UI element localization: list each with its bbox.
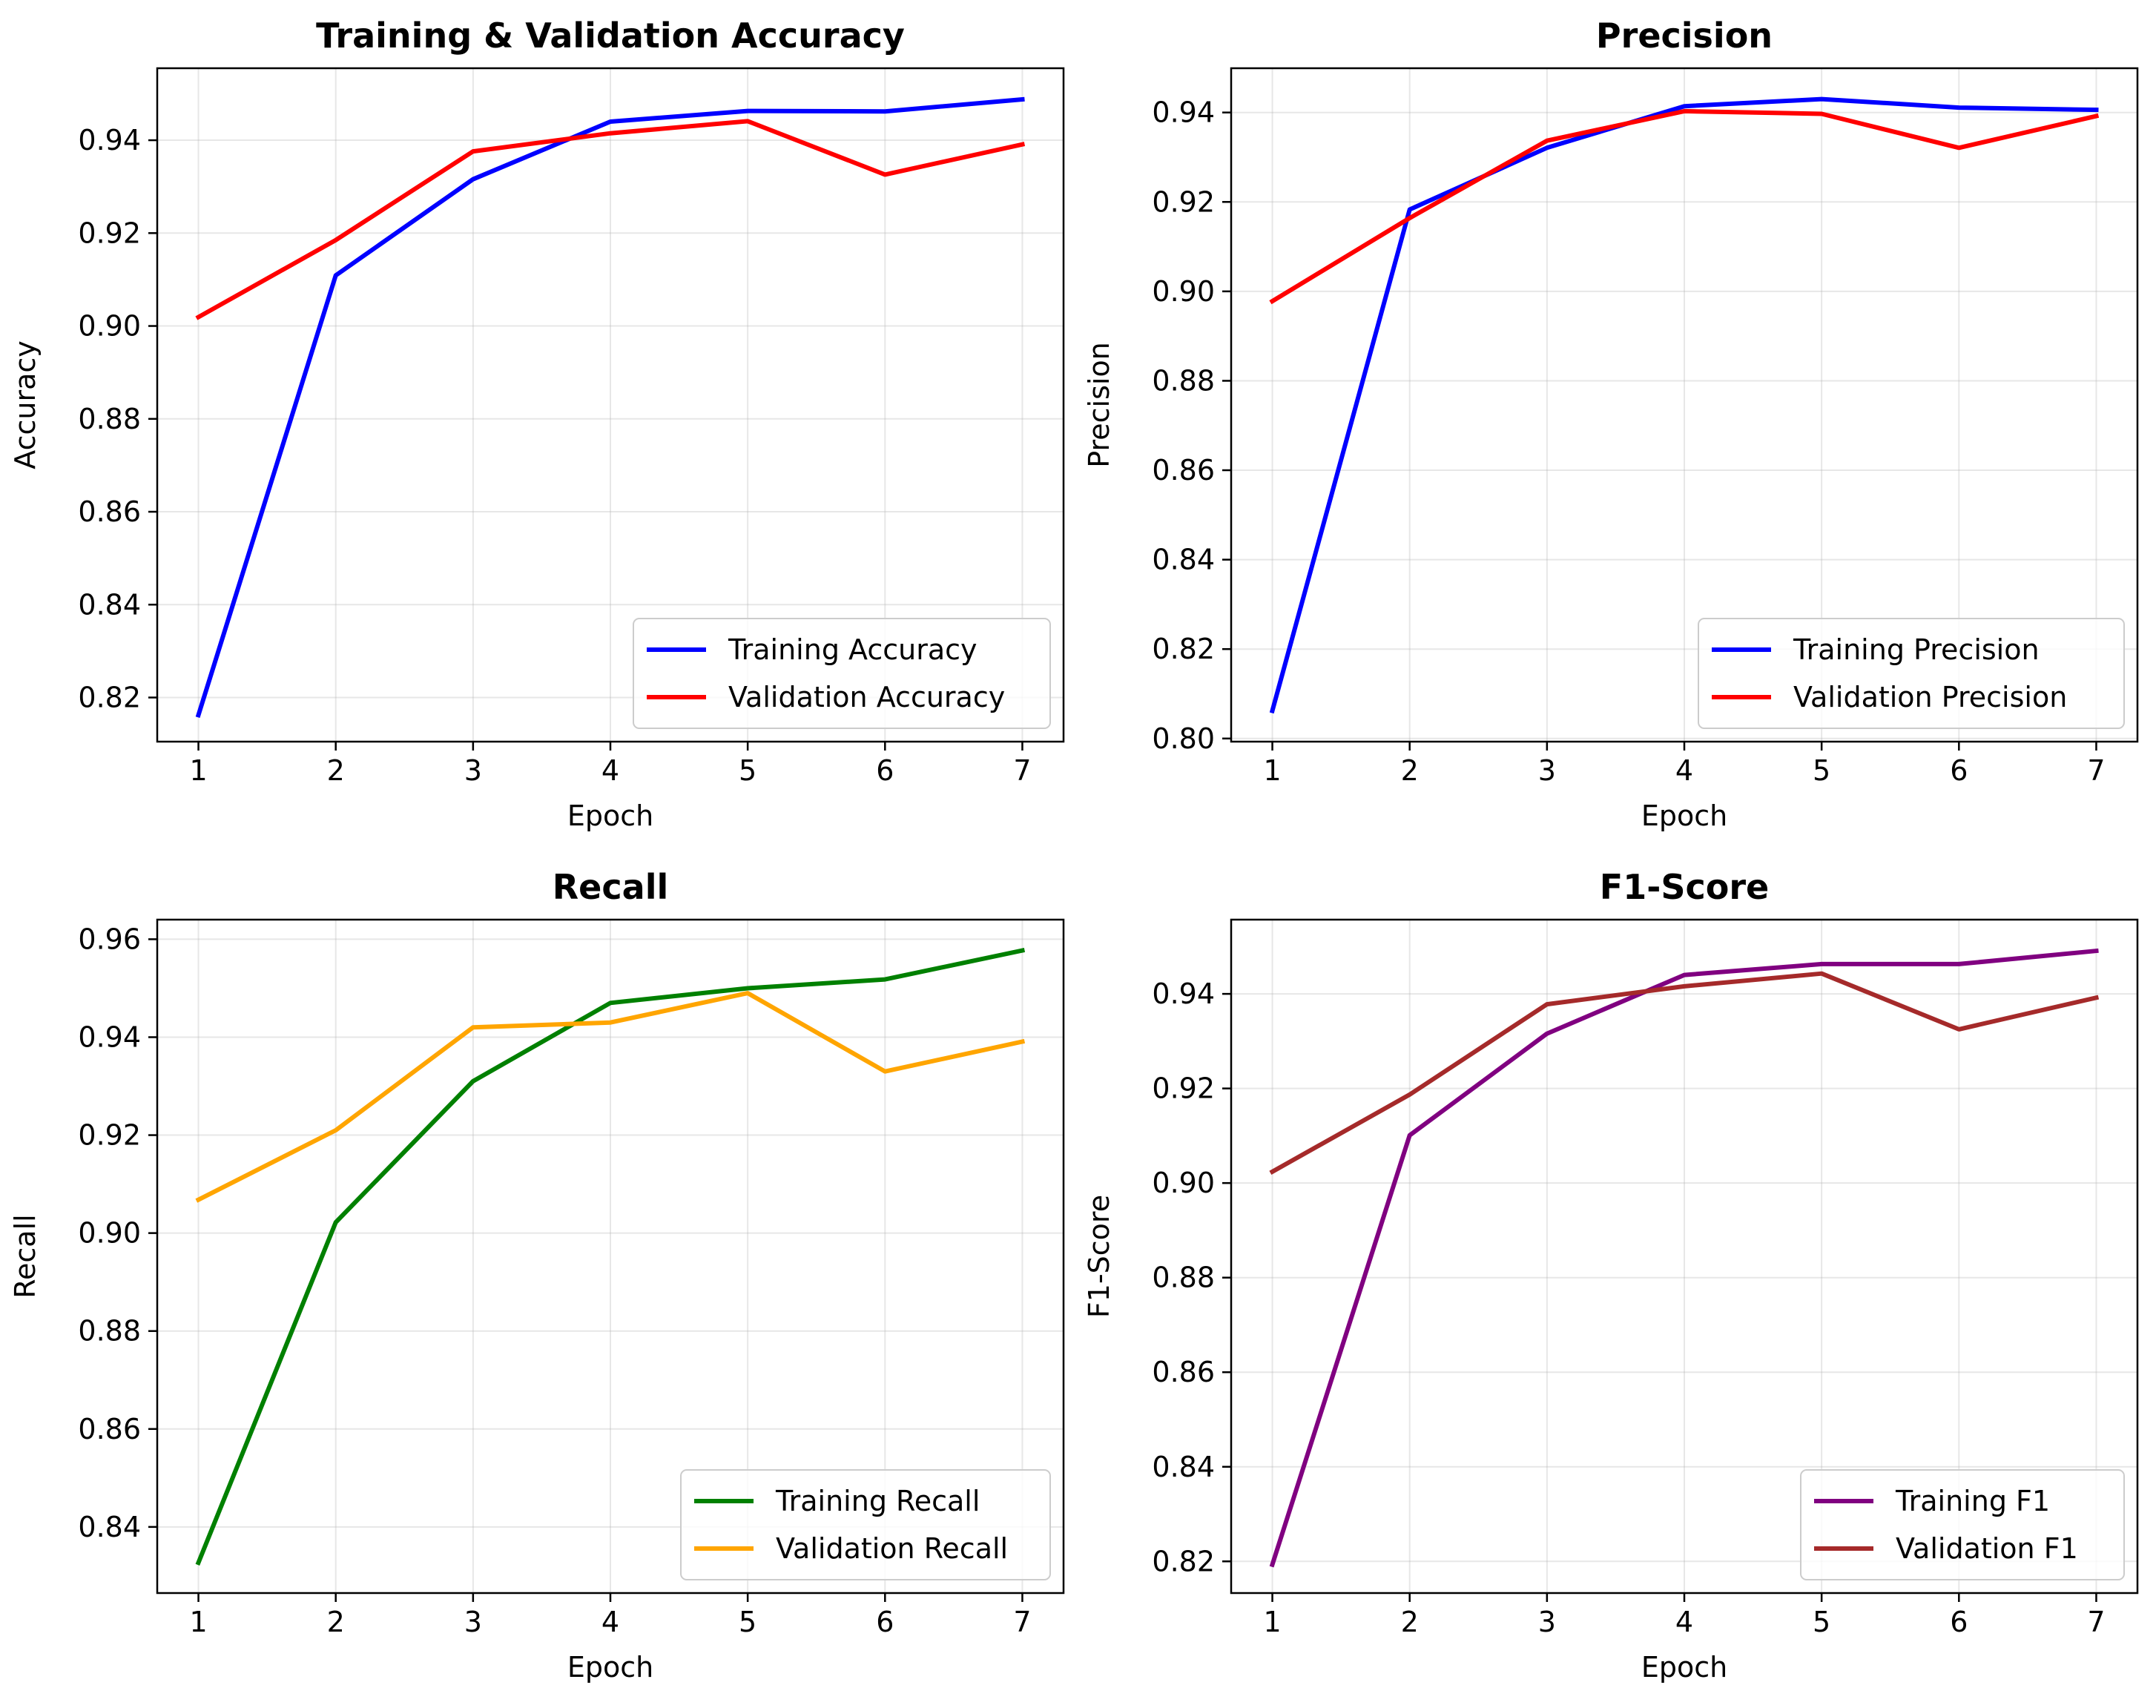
x-tick-label: 4 [601,1606,619,1638]
y-tick-label: 0.88 [78,403,141,435]
series-line-training-accuracy [195,96,1025,719]
x-tick-label: 5 [739,1606,756,1638]
chart-panel-f1-score: 1 2 3 4 5 6 7 0.82 0.84 0.86 0.88 0.90 0.92 0.94 F1-Sc… [1083,867,2139,1684]
y-axis-label: Recall [9,1214,42,1298]
x-tick-label: 2 [1401,1606,1419,1638]
x-tick-label: 6 [876,1606,894,1638]
series-line-training-f1 [1269,948,2099,1568]
legend-entry-validation-f1: Validation F1 [1896,1532,2078,1565]
x-tick-label: 1 [1263,754,1281,787]
y-tick-label: 0.86 [1152,1356,1215,1388]
legend: Training Recall Validation Recall [680,1469,1051,1580]
y-tick-label: 0.92 [1152,185,1215,218]
series-line-training-precision [1269,96,2099,714]
chart-title: Training & Validation Accuracy [316,16,905,56]
y-tick-label: 0.94 [1152,96,1215,129]
legend: Training Precision Validation Precision [1698,618,2125,729]
x-tick-label: 1 [189,754,207,787]
chart-title: F1-Score [1600,867,1769,907]
x-tick-label: 7 [2087,1606,2105,1638]
x-tick-label: 2 [1401,754,1419,787]
y-tick-label: 0.86 [78,495,141,528]
legend-entry-validation-precision: Validation Precision [1793,681,2067,713]
x-axis-label: Epoch [567,799,653,832]
y-tick-label: 0.90 [1152,275,1215,308]
x-tick-label: 3 [1538,1606,1556,1638]
chart-panel-precision: 1 2 3 4 5 6 7 0.80 0.82 0.84 0.86 0.88 0.90 0.92 0.94 P… [1083,16,2139,832]
legend-entry-training-f1: Training F1 [1895,1485,2050,1517]
x-tick-label: 4 [1675,1606,1693,1638]
x-tick-label: 3 [1538,754,1556,787]
legend-box [680,1469,1051,1580]
legend-box [1800,1469,2125,1580]
y-tick-label: 0.82 [1152,1545,1215,1577]
y-tick-label: 0.84 [1152,1451,1215,1483]
y-tick-label: 0.88 [78,1315,141,1348]
y-axis-label: F1-Score [1083,1195,1115,1318]
legend-entry-training-accuracy: Training Accuracy [728,633,978,666]
x-tick-label: 1 [1263,1606,1281,1638]
x-tick-label: 5 [1813,1606,1830,1638]
x-axis-label: Epoch [1641,1651,1727,1684]
y-tick-label: 0.90 [78,1217,141,1250]
y-tick-label: 0.84 [78,1511,141,1543]
x-tick-label: 4 [601,754,619,787]
y-tick-label: 0.90 [78,310,141,343]
series-line-validation-accuracy [195,119,1026,320]
x-tick-label: 2 [327,1606,345,1638]
legend: Training Accuracy Validation Accuracy [633,618,1051,729]
x-tick-label: 7 [2087,754,2105,787]
y-tick-label: 0.94 [78,124,141,156]
x-tick-label: 6 [1950,754,1968,787]
x-axis-label: Epoch [1641,799,1727,832]
legend-entry-training-precision: Training Precision [1793,633,2040,666]
chart-panel-accuracy: 1 2 3 4 5 6 7 0.82 0.84 0.86 0.88 0.90 0.92 0.94 Train… [9,16,1065,832]
y-tick-label: 0.92 [1152,1072,1215,1105]
legend-entry-validation-accuracy: Validation Accuracy [728,681,1005,713]
legend-entry-validation-recall: Validation Recall [776,1532,1008,1565]
y-tick-label: 0.90 [1152,1167,1215,1199]
y-tick-label: 0.96 [78,923,141,955]
x-tick-label: 5 [1813,754,1830,787]
y-tick-label: 0.84 [78,588,141,621]
series-line-training-recall [195,948,1026,1566]
x-tick-label: 6 [1950,1606,1968,1638]
legend-box [633,618,1051,729]
y-tick-label: 0.82 [1152,633,1215,665]
x-tick-label: 6 [876,754,894,787]
x-tick-label: 5 [739,754,756,787]
series-line-validation-recall [195,991,1026,1203]
legend: Training F1 Validation F1 [1800,1469,2125,1580]
y-tick-label: 0.94 [1152,977,1215,1010]
legend-box [1698,618,2125,729]
y-tick-label: 0.86 [78,1413,141,1445]
series-line-validation-f1 [1269,971,2100,1175]
legend-entry-training-recall: Training Recall [775,1485,980,1517]
y-tick-label: 0.82 [78,682,141,714]
x-axis-label: Epoch [567,1651,653,1684]
x-tick-label: 3 [464,1606,482,1638]
series-line-validation-precision [1269,108,2100,305]
chart-panel-recall: 1 2 3 4 5 6 7 0.84 0.86 0.88 0.90 0.92 0.94 0.96 Recal… [9,867,1065,1684]
y-tick-label: 0.94 [78,1020,141,1053]
x-tick-label: 7 [1013,754,1031,787]
y-tick-label: 0.92 [78,1119,141,1152]
x-tick-label: 2 [327,754,345,787]
x-tick-label: 1 [189,1606,207,1638]
x-tick-label: 4 [1675,754,1693,787]
y-tick-label: 0.88 [1152,364,1215,397]
y-tick-label: 0.92 [78,217,141,249]
x-tick-label: 3 [464,754,482,787]
y-axis-label: Precision [1083,342,1115,468]
y-tick-label: 0.86 [1152,454,1215,487]
y-tick-label: 0.80 [1152,722,1215,755]
y-tick-label: 0.88 [1152,1262,1215,1294]
chart-title: Recall [553,867,668,907]
y-tick-label: 0.84 [1152,544,1215,576]
chart-title: Precision [1596,16,1773,56]
y-axis-label: Accuracy [9,340,42,469]
x-tick-label: 7 [1013,1606,1031,1638]
